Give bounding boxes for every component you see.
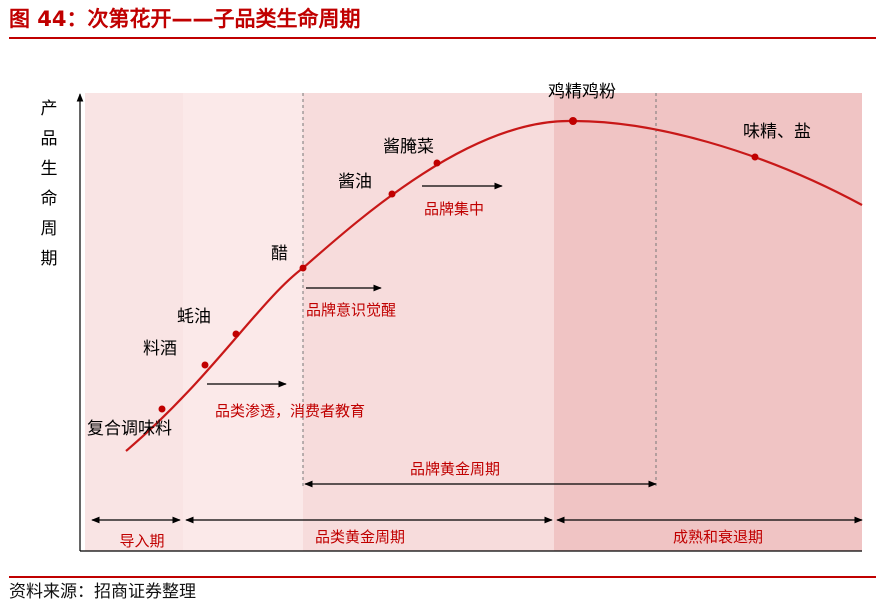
span-label-decline: 成熟和衰退期: [673, 528, 763, 546]
y-axis-char: 期: [41, 249, 58, 269]
label-oyster-sauce: 蚝油: [177, 307, 211, 327]
label-chicken-essence: 鸡精鸡粉: [548, 82, 616, 102]
y-axis-char: 命: [41, 189, 58, 209]
title-divider: [9, 37, 876, 39]
label-soy-sauce: 酱油: [338, 172, 372, 192]
zone-decline: [554, 93, 862, 551]
lifecycle-curve: [125, 119, 863, 452]
point-chicken-essence: [569, 117, 577, 125]
annotation-concentration: 品牌集中: [424, 200, 484, 218]
source-note: 资料来源：招商证券整理: [9, 582, 196, 602]
span-label-category-golden: 品类黄金周期: [315, 528, 405, 546]
zone-category-golden: [183, 93, 303, 551]
y-axis-char: 品: [41, 129, 58, 149]
point-oyster-sauce: [232, 330, 240, 338]
y-axis-char: 产: [41, 99, 58, 119]
point-cooking-wine: [201, 361, 209, 369]
point-vinegar: [299, 264, 307, 272]
annotation-awareness: 品牌意识觉醒: [306, 301, 396, 319]
zone-brand-golden: [303, 93, 554, 551]
span-label-brand-golden: 品牌黄金周期: [410, 460, 500, 478]
label-pickles: 酱腌菜: [383, 137, 434, 157]
label-msg-salt: 味精、盐: [743, 122, 811, 142]
page-title: 图 44：次第花开——子品类生命周期: [9, 7, 361, 31]
footer-divider: [9, 576, 876, 578]
label-cooking-wine: 料酒: [143, 339, 177, 359]
point-compound-seasoning: [158, 405, 166, 413]
zone-intro: [85, 93, 183, 551]
label-compound-seasoning: 复合调味料: [87, 419, 172, 439]
point-pickles: [433, 159, 441, 167]
label-vinegar: 醋: [271, 244, 288, 264]
y-axis-char: 周: [41, 219, 58, 239]
point-soy-sauce: [388, 190, 396, 198]
span-label-intro: 导入期: [119, 532, 164, 550]
point-msg-salt: [751, 153, 759, 161]
y-axis-char: 生: [41, 159, 58, 179]
annotation-penetration: 品类渗透，消费者教育: [215, 402, 365, 420]
